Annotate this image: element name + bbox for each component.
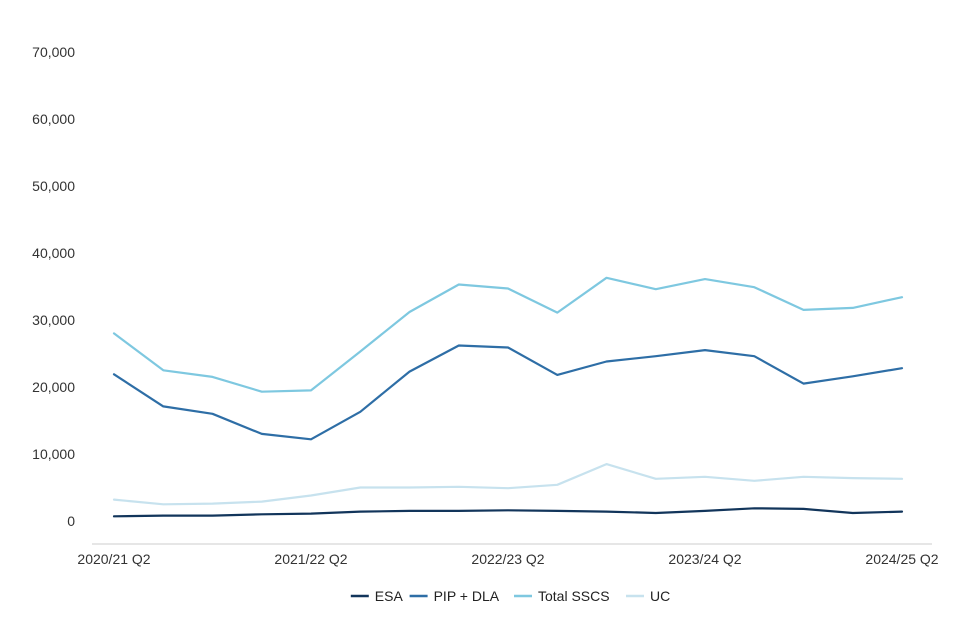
series-lines — [112, 276, 904, 518]
y-tick-label: 60,000 — [32, 111, 75, 127]
legend-item: ESA — [350, 588, 404, 604]
series-line-pip-dla — [112, 344, 904, 441]
y-tick-label: 0 — [67, 513, 75, 529]
y-tick-label: 50,000 — [32, 178, 75, 194]
legend-item: PIP + DLA — [409, 588, 500, 604]
y-axis-ticks: 0 10,000 20,000 30,000 40,000 50,000 60,000 70,… — [32, 44, 75, 529]
series-line-total-sscs — [112, 276, 904, 393]
series-line-esa — [112, 507, 904, 518]
legend-label: Total SSCS — [538, 588, 610, 604]
x-tick-label: 2020/21 Q2 — [77, 551, 150, 567]
legend-label: PIP + DLA — [434, 588, 500, 604]
legend-label: UC — [650, 588, 670, 604]
y-tick-label: 10,000 — [32, 446, 75, 462]
series-line-uc — [112, 463, 904, 506]
x-tick-label: 2023/24 Q2 — [668, 551, 741, 567]
x-tick-label: 2022/23 Q2 — [471, 551, 544, 567]
y-tick-label: 70,000 — [32, 44, 75, 60]
x-axis-ticks: 2020/21 Q2 2021/22 Q2 2022/23 Q2 2023/24 Q2… — [77, 551, 938, 567]
y-tick-label: 40,000 — [32, 245, 75, 261]
legend-label: ESA — [375, 588, 404, 604]
legend-item: Total SSCS — [514, 588, 610, 604]
x-tick-label: 2024/25 Q2 — [865, 551, 938, 567]
legend: ESA PIP + DLA Total SSCS UC — [350, 588, 670, 604]
y-tick-label: 20,000 — [32, 379, 75, 395]
y-tick-label: 30,000 — [32, 312, 75, 328]
x-tick-label: 2021/22 Q2 — [274, 551, 347, 567]
legend-item: UC — [626, 588, 670, 604]
